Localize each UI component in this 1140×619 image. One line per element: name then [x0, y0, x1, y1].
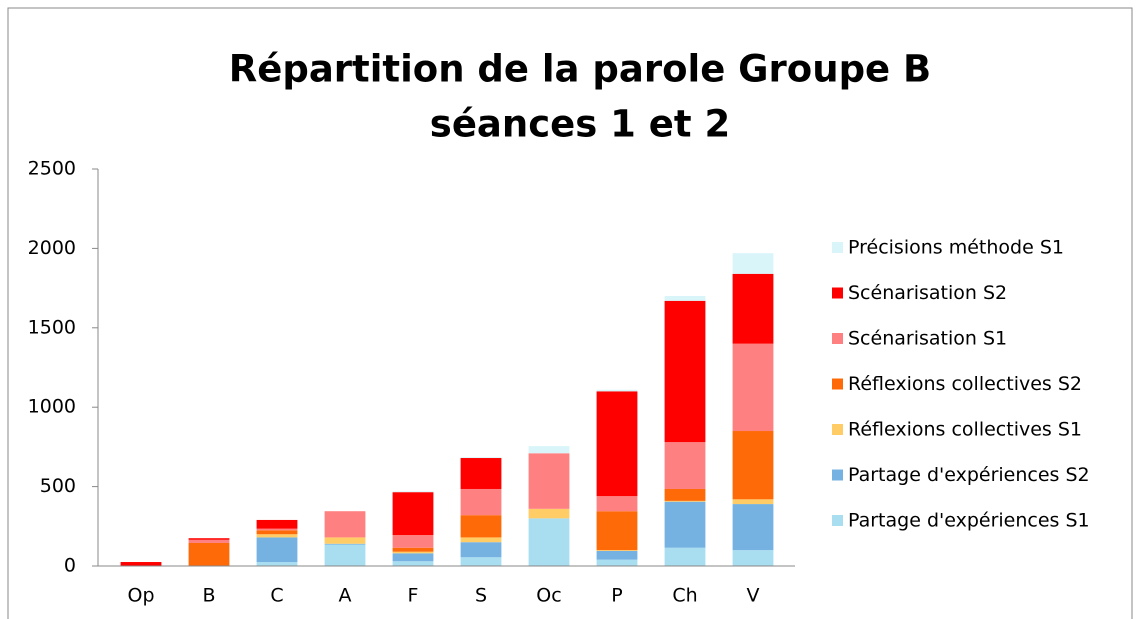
y-tick-label: 2000 — [28, 237, 76, 259]
bar-segment — [460, 488, 502, 516]
bar-segment — [188, 542, 230, 566]
bar-segment — [596, 511, 638, 551]
bar-segment — [664, 501, 706, 548]
x-tick-label: Ch — [672, 585, 697, 607]
legend-swatch — [832, 469, 843, 481]
y-tick-label: 1000 — [28, 396, 76, 418]
bar-segment — [392, 491, 434, 493]
bar-segment — [324, 543, 366, 545]
x-tick-label: V — [747, 585, 760, 607]
legend-label: Partage d'expériences S1 — [848, 510, 1090, 532]
legend-swatch — [832, 287, 843, 299]
bar-segment — [324, 544, 366, 566]
legend-swatch — [832, 242, 843, 253]
bar-segment — [732, 550, 774, 566]
bar-segment — [732, 504, 774, 551]
bar-segment — [256, 537, 298, 563]
bar-segment — [392, 553, 434, 562]
bar-segment — [256, 534, 298, 538]
bar-segment — [392, 492, 434, 536]
y-tick-label: 500 — [40, 475, 76, 497]
legend-label: Réflexions collectives S2 — [848, 373, 1082, 395]
x-tick-label: F — [408, 585, 419, 607]
bar-segment — [460, 458, 502, 489]
bar-segment — [392, 551, 434, 554]
bar-segment — [392, 561, 434, 566]
bar-segment — [596, 496, 638, 512]
x-tick-label: A — [339, 585, 352, 607]
bar-segment — [324, 537, 366, 544]
y-tick-label: 2500 — [28, 158, 76, 180]
bar-segment — [664, 547, 706, 566]
x-tick-label: C — [270, 585, 283, 607]
bar-segment — [324, 511, 366, 538]
bar-segment — [256, 519, 298, 529]
bar-segment — [664, 442, 706, 489]
x-tick-label: Op — [127, 585, 154, 607]
legend-swatch — [832, 333, 843, 344]
bar-segment — [596, 550, 638, 560]
y-tick-label: 0 — [64, 555, 76, 577]
bar-segment — [460, 537, 502, 543]
bar-segment — [256, 530, 298, 535]
bar-segment — [460, 557, 502, 566]
bar-segment — [460, 542, 502, 558]
bar-segment — [460, 457, 502, 459]
bar-segment — [256, 528, 298, 531]
bar-segment — [732, 431, 774, 500]
bar-segment — [732, 499, 774, 505]
bar-segment — [664, 296, 706, 301]
legend-label: Réflexions collectives S1 — [848, 419, 1082, 441]
y-tick-label: 1500 — [28, 316, 76, 338]
bar-segment — [392, 547, 434, 552]
bar-segment — [732, 343, 774, 432]
bar-segment — [732, 253, 774, 274]
bar-segment — [528, 453, 570, 509]
bar-segment — [596, 559, 638, 566]
legend-swatch — [832, 515, 843, 526]
bar-segment — [256, 562, 298, 566]
legend-label: Partage d'expériences S2 — [848, 464, 1090, 486]
bar-segment — [460, 515, 502, 538]
bar-segment — [732, 273, 774, 344]
legend-label: Scénarisation S2 — [848, 282, 1007, 304]
legend-swatch — [832, 378, 843, 390]
bar-segment — [188, 538, 230, 540]
legend-label: Précisions méthode S1 — [848, 237, 1064, 259]
bar-segment — [120, 562, 162, 566]
bar-segment — [528, 518, 570, 566]
chart-border — [7, 7, 1133, 619]
bar-segment — [188, 539, 230, 543]
bar-segment — [392, 535, 434, 548]
bar-segment — [596, 389, 638, 392]
chart-subtitle: séances 1 et 2 — [430, 103, 730, 146]
bar-segment — [528, 508, 570, 519]
x-tick-label: B — [202, 585, 215, 607]
x-tick-label: S — [475, 585, 487, 607]
bar-segment — [664, 300, 706, 443]
chart-title: Répartition de la parole Groupe B — [229, 48, 931, 91]
x-tick-label: P — [611, 585, 622, 607]
bar-segment — [664, 488, 706, 501]
legend-label: Scénarisation S1 — [848, 328, 1007, 350]
bar-segment — [664, 500, 706, 502]
bar-segment — [528, 446, 570, 454]
x-tick-label: Oc — [536, 585, 561, 607]
bar-segment — [596, 550, 638, 551]
bar-segment — [596, 391, 638, 497]
legend-swatch — [832, 424, 843, 435]
